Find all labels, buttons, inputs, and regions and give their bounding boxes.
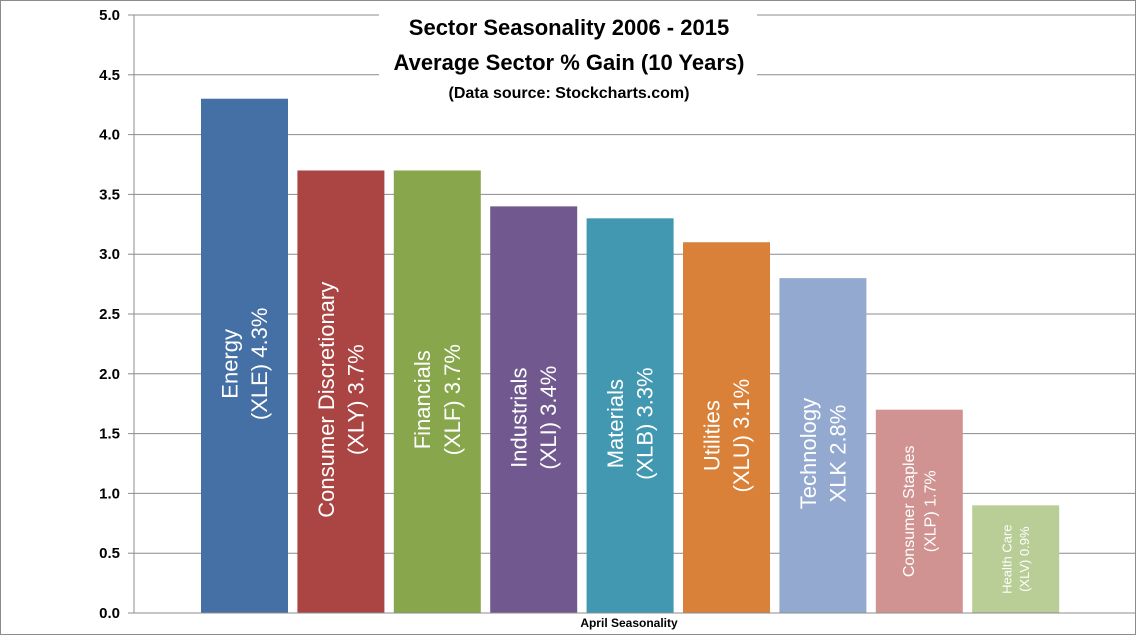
bar-data-label: Financials (XLF) 3.7% xyxy=(410,344,465,455)
bar-data-label: Consumer Discretionary (XLY) 3.7% xyxy=(314,282,369,518)
bar-data-label: Utilities (XLU) 3.1% xyxy=(699,379,754,493)
bar-label-sector: Financials xyxy=(410,350,435,449)
y-tick-label: 0.5 xyxy=(99,545,120,562)
y-tick-label: 4.5 xyxy=(99,67,120,84)
bar-label-sector: Consumer Discretionary xyxy=(314,282,339,518)
bar xyxy=(875,409,963,613)
bar-group: Consumer Staples (XLP) 1.7% xyxy=(875,409,963,613)
bar-group: Consumer Discretionary (XLY) 3.7% xyxy=(297,170,385,614)
bar-data-label: Health Care (XLV) 0.9% xyxy=(999,524,1032,593)
y-tick-label: 1.0 xyxy=(99,485,120,502)
bar-label-value: (XLE) 4.3% xyxy=(247,308,272,421)
x-axis-label: April Seasonality xyxy=(580,616,678,630)
bar xyxy=(393,170,481,614)
bar-data-label: Technology XLK 2.8% xyxy=(796,398,851,509)
title-background xyxy=(379,13,757,77)
bar-data-label: Energy (XLE) 4.3% xyxy=(217,308,272,421)
bar xyxy=(201,98,288,614)
bar-group: Financials (XLF) 3.7% xyxy=(393,170,481,614)
bar-label-sector: Utilities xyxy=(699,400,724,471)
bar-label-sector: Technology xyxy=(796,398,821,509)
y-tick-label: 3.5 xyxy=(99,186,120,203)
y-axis-ticks: 0.0 0.5 1.0 1.5 2.0 2.5 3.0 3.5 4.0 4.5 5.0 xyxy=(99,7,134,622)
bar-group: Energy (XLE) 4.3% xyxy=(201,98,288,614)
bar-label-value: (XLF) 3.7% xyxy=(440,344,465,455)
chart-subtitle: Average Sector % Gain (10 Years) xyxy=(394,50,745,75)
bar-data-label: Materials (XLB) 3.3% xyxy=(603,367,658,480)
y-tick-label: 3.0 xyxy=(99,246,120,263)
bar-group: Utilities (XLU) 3.1% xyxy=(683,242,770,614)
bar-label-sector: Energy xyxy=(217,329,242,399)
y-tick-label: 2.0 xyxy=(99,366,120,383)
bar-label-value: (XLV) 0.9% xyxy=(1017,526,1032,592)
bar-label-value: (XLU) 3.1% xyxy=(729,379,754,493)
bar xyxy=(490,206,578,614)
bar-label-sector: Consumer Staples xyxy=(901,446,918,578)
y-tick-label: 0.0 xyxy=(99,605,120,622)
bar-label-value: (XLP) 1.7% xyxy=(923,470,940,552)
bar-label-value: (XLB) 3.3% xyxy=(633,367,658,480)
chart-title: Sector Seasonality 2006 - 2015 xyxy=(409,15,729,40)
bar xyxy=(586,218,674,613)
bar-label-sector: Materials xyxy=(603,379,628,468)
bar xyxy=(779,278,867,613)
bar xyxy=(297,170,385,614)
bar-label-value: (XLI) 3.4% xyxy=(536,366,561,470)
y-tick-label: 5.0 xyxy=(99,7,120,24)
bar-label-sector: Health Care xyxy=(999,524,1014,593)
bar xyxy=(683,242,770,614)
bar-label-value: XLK 2.8% xyxy=(825,405,850,503)
y-tick-label: 1.5 xyxy=(99,426,120,443)
y-tick-label: 4.0 xyxy=(99,127,120,144)
bar xyxy=(972,505,1060,613)
bar-data-label: Consumer Staples (XLP) 1.7% xyxy=(901,446,940,578)
bar-group: Health Care (XLV) 0.9% xyxy=(972,505,1060,613)
bar-group: Materials (XLB) 3.3% xyxy=(586,218,674,613)
y-tick-label: 2.5 xyxy=(99,306,120,323)
bar-label-sector: Industrials xyxy=(507,368,532,468)
bar-group: Technology XLK 2.8% xyxy=(779,278,867,613)
bars: Energy (XLE) 4.3% Consumer Discretionary (X… xyxy=(201,98,1060,614)
data-source-note: (Data source: Stockcharts.com) xyxy=(449,85,690,102)
bar-label-value: (XLY) 3.7% xyxy=(343,344,368,455)
bar-data-label: Industrials (XLI) 3.4% xyxy=(507,366,562,470)
bar-group: Industrials (XLI) 3.4% xyxy=(490,206,578,614)
